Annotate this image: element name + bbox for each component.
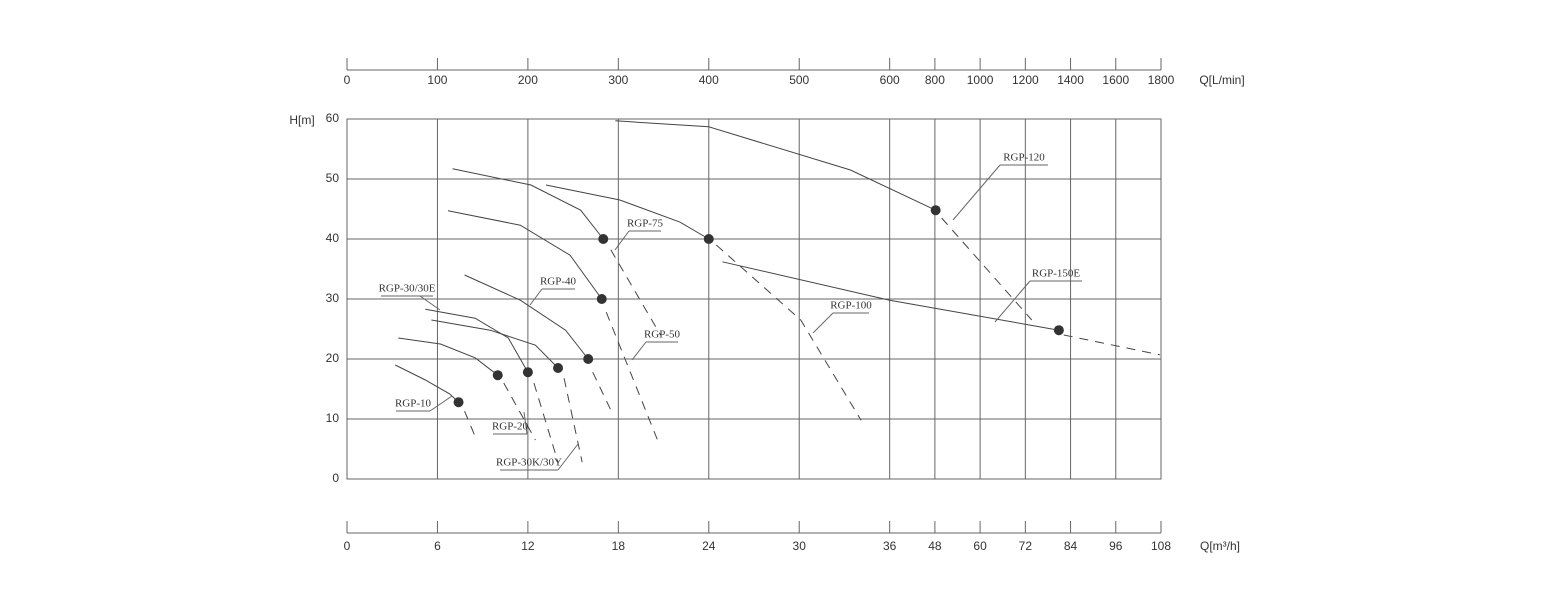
label-leader: [557, 443, 579, 471]
x-tick-label: 0: [344, 539, 351, 553]
pump-curve: [545, 184, 710, 240]
x-tick-label: 96: [1109, 539, 1123, 553]
pump-curve-extension: [464, 411, 478, 441]
label-leader: [614, 230, 630, 251]
series-label: RGP-75: [627, 218, 664, 230]
label-leader: [994, 280, 1031, 323]
series-label: RGP-30K/30Y: [496, 457, 562, 469]
series-label: RGP-40: [540, 276, 577, 288]
x2-tick-label: 1400: [1057, 73, 1084, 87]
label-leader: [529, 288, 543, 306]
x-tick-label: 84: [1064, 539, 1078, 553]
pump-curve: [615, 120, 936, 211]
x-axis-label: Q[m³/h]: [1200, 539, 1240, 553]
y-tick-label: 40: [326, 231, 340, 245]
operating-point: [553, 363, 564, 373]
series-label: RGP-150E: [1032, 268, 1081, 280]
x2-tick-label: 1600: [1102, 73, 1129, 87]
series-label: RGP-10: [395, 398, 432, 410]
x2-tick-label: 300: [608, 73, 628, 87]
pump-curve-extension: [592, 371, 612, 411]
x2-tick-label: 100: [427, 73, 447, 87]
pump-curve: [722, 261, 1059, 331]
pump-curve: [395, 364, 459, 403]
x-tick-label: 6: [434, 539, 441, 553]
operating-point: [598, 234, 609, 244]
operating-point: [703, 234, 714, 244]
label-leader: [419, 295, 441, 311]
pump-curve: [452, 168, 604, 240]
label-leader: [429, 395, 453, 412]
x-tick-label: 24: [702, 539, 716, 553]
y-tick-label: 60: [326, 111, 340, 125]
x2-tick-label: 0: [344, 73, 351, 87]
series-label: RGP-20: [492, 421, 529, 433]
pump-curve-extension: [533, 382, 559, 463]
pump-curve: [425, 308, 529, 373]
y-tick-label: 50: [326, 171, 340, 185]
x-tick-label: 48: [928, 539, 942, 553]
x-tick-label: 30: [793, 539, 807, 553]
y-tick-label: 10: [326, 411, 340, 425]
pump-curve: [447, 210, 603, 300]
x-tick-label: 36: [883, 539, 897, 553]
series-label: RGP-30/30E: [379, 283, 436, 295]
x2-tick-label: 200: [518, 73, 538, 87]
pump-curve-extension: [563, 378, 583, 463]
label-leader: [812, 312, 834, 334]
x-tick-label: 18: [612, 539, 626, 553]
series-label: RGP-120: [1003, 152, 1045, 164]
x2-tick-label: 800: [925, 73, 945, 87]
y-tick-label: 30: [326, 291, 340, 305]
operating-point: [522, 367, 533, 378]
label-leader: [523, 411, 528, 435]
pump-curve-extension: [605, 312, 658, 441]
pump-curve-extension: [610, 249, 661, 336]
x2-tick-label: 1000: [967, 73, 994, 87]
series-label: RGP-100: [830, 300, 872, 312]
x2-tick-label: 400: [699, 73, 719, 87]
operating-point: [583, 354, 594, 364]
operating-point: [492, 370, 503, 381]
x-tick-label: 72: [1019, 539, 1033, 553]
x2-tick-label: 1800: [1148, 73, 1175, 87]
operating-point: [453, 397, 464, 408]
pump-curve-extension: [503, 382, 536, 441]
pump-curve-extension: [1063, 334, 1160, 356]
x2-axis-label: Q[L/min]: [1199, 73, 1244, 87]
operating-point: [930, 205, 941, 216]
pump-curve: [464, 274, 589, 360]
operating-point: [1053, 325, 1064, 336]
x-tick-label: 60: [973, 539, 987, 553]
pump-curve-extension: [941, 217, 1033, 321]
operating-point: [596, 294, 607, 304]
pump-curve-extension: [715, 244, 862, 421]
x2-tick-label: 600: [880, 73, 900, 87]
x-tick-label: 12: [521, 539, 535, 553]
series-label: RGP-50: [644, 329, 681, 341]
x2-tick-label: 1200: [1012, 73, 1039, 87]
x2-tick-label: 500: [789, 73, 809, 87]
label-leader: [952, 164, 1001, 221]
pump-curve: [398, 337, 499, 376]
y-tick-label: 20: [326, 351, 340, 365]
label-leader: [631, 341, 647, 361]
y-tick-label: 0: [332, 471, 339, 485]
y-axis-label: H[m]: [289, 113, 314, 127]
pump-curve: [431, 319, 559, 369]
x-tick-label: 108: [1151, 539, 1171, 553]
